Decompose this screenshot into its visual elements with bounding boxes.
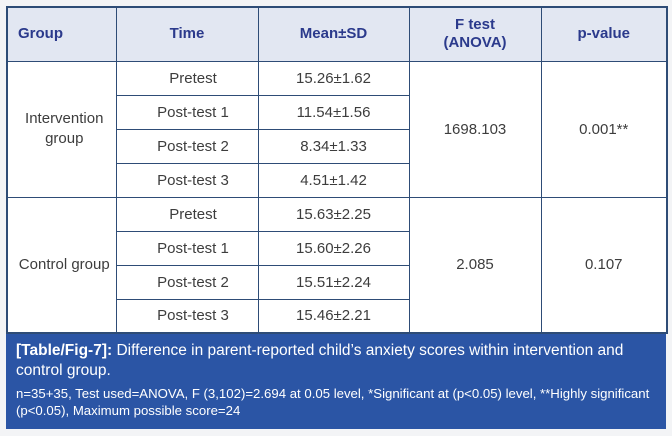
mean-sd-cell: 15.51±2.24 [257,264,410,300]
time-cell: Post-test 2 [115,128,259,164]
f-test-header-line2: (ANOVA) [443,34,507,52]
mean-sd-cell: 15.26±1.62 [257,60,410,96]
p-value-cell: 0.107 [540,196,668,334]
col-header-mean-sd: Mean±SD [257,6,410,62]
time-cell: Post-test 3 [115,298,259,334]
mean-sd-cell: 15.63±2.25 [257,196,410,232]
col-header-f-test: F test (ANOVA) [408,6,542,62]
mean-sd-cell: 15.60±2.26 [257,230,410,266]
time-cell: Pretest [115,196,259,232]
table-row: Post-test 3 4.51±1.42 [7,162,667,198]
mean-sd-cell: 8.34±1.33 [257,128,410,164]
table-row: Post-test 2 15.51±2.24 [7,264,667,300]
p-value-cell: 0.001** [540,60,668,198]
f-test-cell: 2.085 [408,196,542,334]
table-row: Control group Pretest 15.63±2.25 2.085 0… [6,196,668,334]
mean-sd-cell: 15.46±2.21 [257,298,410,334]
time-cell: Pretest [115,60,259,96]
table-row: Post-test 3 15.46±2.21 [7,298,667,334]
time-cell: Post-test 1 [115,94,259,130]
caption-label: [Table/Fig-7]: [16,342,113,359]
f-test-cell: 1698.103 [408,60,542,198]
table-row: Post-test 1 15.60±2.26 [7,230,667,266]
caption-notes: n=35+35, Test used=ANOVA, F (3,102)=2.69… [16,385,650,419]
col-header-time: Time [115,6,259,62]
caption-text: Difference in parent-reported child’s an… [16,342,624,380]
group-cell: Intervention group [6,60,117,198]
table-row: Post-test 2 8.34±1.33 [7,128,667,164]
f-test-header-line1: F test [454,15,495,33]
header-row: Group Time Mean±SD F test (ANOVA) p-valu… [6,6,668,62]
figure-caption: [Table/Fig-7]: Difference in parent-repo… [16,341,656,382]
col-header-p-value: p-value [540,6,668,62]
table-row: Post-test 1 11.54±1.56 [7,94,667,130]
group-cell: Control group [6,196,117,334]
mean-sd-cell: 11.54±1.56 [257,94,410,130]
col-header-group: Group [6,6,117,62]
anova-results-table: Group Time Mean±SD F test (ANOVA) p-valu… [6,6,668,334]
table-row: Intervention group Pretest 15.26±1.62 16… [6,60,668,198]
caption-bar: [Table/Fig-7]: Difference in parent-repo… [6,334,666,429]
time-cell: Post-test 2 [115,264,259,300]
time-cell: Post-test 1 [115,230,259,266]
time-cell: Post-test 3 [115,162,259,198]
mean-sd-cell: 4.51±1.42 [257,162,410,198]
table-figure: Group Time Mean±SD F test (ANOVA) p-valu… [6,6,668,429]
